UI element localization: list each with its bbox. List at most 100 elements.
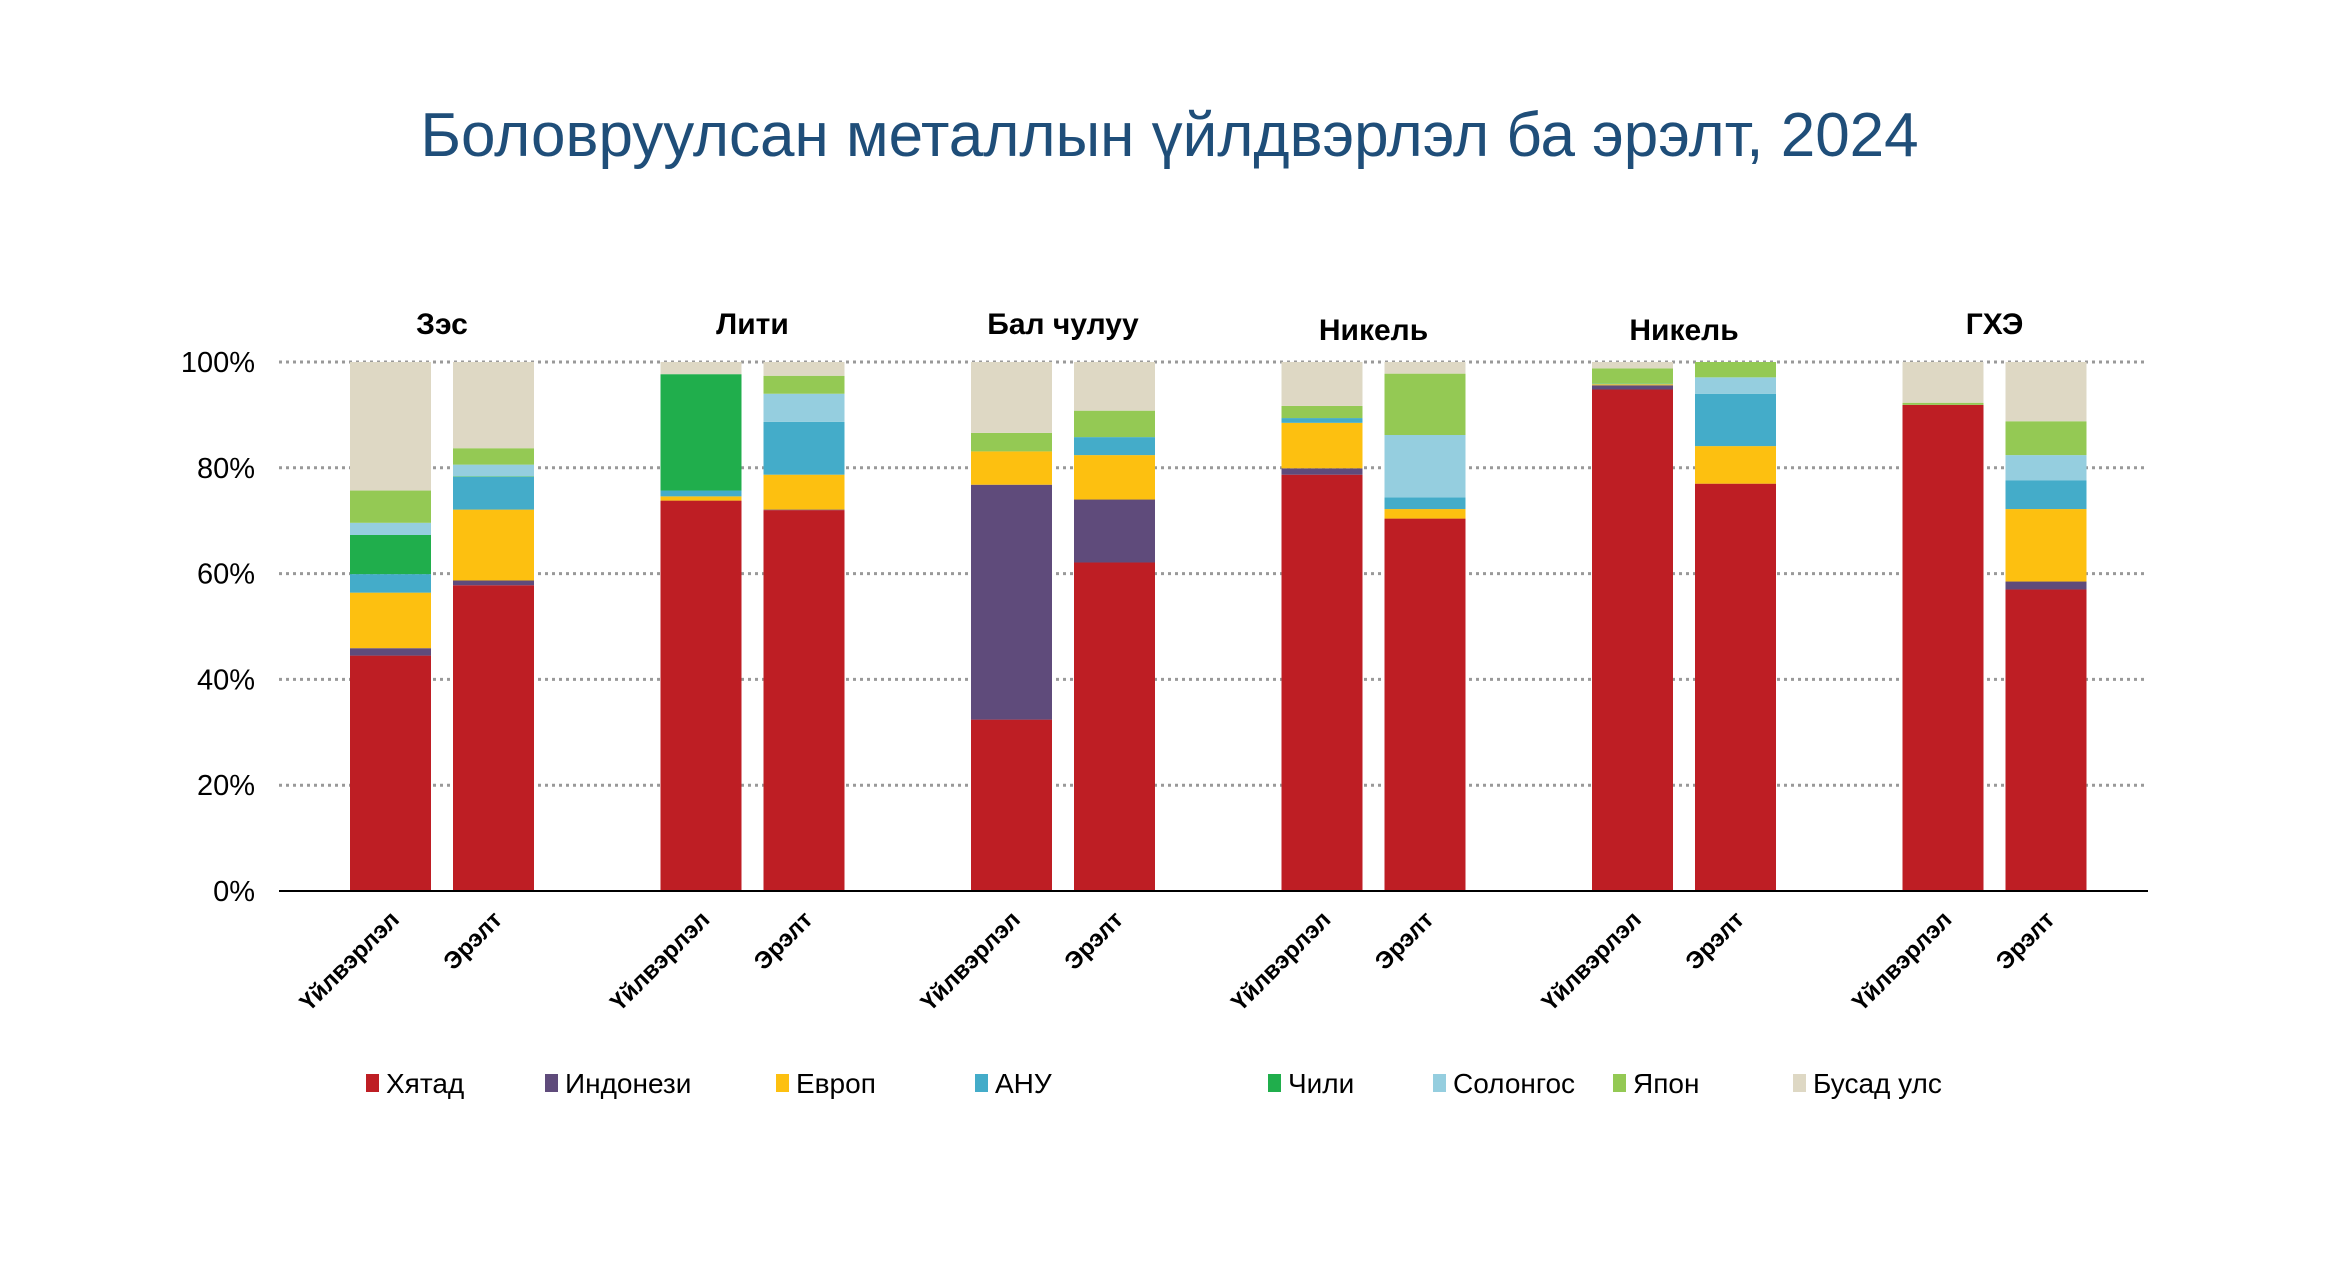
bar-segment (660, 490, 742, 497)
bar-segment (1592, 368, 1673, 384)
group-label: ГХЭ (1966, 308, 2024, 341)
bar-segment (453, 448, 534, 465)
bar-segment (1592, 389, 1673, 891)
bar-segment (1902, 404, 1984, 891)
y-tick-label: 20% (197, 770, 255, 802)
bar-segment (1592, 385, 1673, 390)
bar-segment (1384, 518, 1466, 891)
bar-segment (453, 585, 534, 891)
group-label: Никель (1629, 314, 1738, 347)
legend-swatch (366, 1074, 379, 1092)
bar-segment (453, 509, 534, 581)
bar-segment (1902, 402, 1984, 405)
x-tick-label: Эрэлт (438, 906, 508, 976)
legend-label: Чили (1288, 1068, 1354, 1099)
legend-swatch (1793, 1074, 1806, 1092)
bar-segment (1074, 437, 1155, 456)
legend-label: Солонгос (1453, 1068, 1575, 1099)
legend-label: Европ (796, 1068, 876, 1099)
bar-segment (453, 476, 534, 510)
bar-segment (763, 375, 845, 394)
bar-segment (763, 362, 845, 376)
x-tick-label: Үйлвэрлэл (1537, 906, 1647, 1016)
bar-segment (1281, 418, 1363, 423)
bar-segment (1592, 362, 1673, 369)
bar-segment (1281, 474, 1363, 891)
bar-segment (660, 362, 742, 375)
bar-segment (2005, 455, 2087, 481)
bar-segment (971, 484, 1052, 720)
bar-segment (1695, 483, 1776, 891)
group-label: Лити (716, 308, 789, 341)
x-tick-label: Үйлвэрлэл (1847, 906, 1957, 1016)
x-tick-label: Эрэлт (1370, 906, 1440, 976)
bar-segment (971, 451, 1052, 485)
x-tick-label: Эрэлт (749, 906, 819, 976)
bar-segment (2005, 480, 2087, 510)
bar-segment (350, 490, 431, 523)
bar-segment (2005, 509, 2087, 582)
bar-segment (453, 580, 534, 586)
bar-segment (971, 432, 1052, 452)
bar-segment (971, 719, 1052, 891)
bar-segment (1074, 362, 1155, 411)
bar-segment (350, 362, 431, 491)
bar-segment (660, 500, 742, 891)
bar-segment (1281, 405, 1363, 419)
bar-segment (1281, 468, 1363, 475)
y-tick-label: 80% (197, 453, 255, 485)
bar-segment (453, 362, 534, 449)
bar-segment (763, 510, 845, 891)
bar-segment (453, 476, 534, 477)
bar-segment (1384, 509, 1466, 519)
y-tick-label: 0% (213, 876, 255, 908)
bar-segment (350, 592, 431, 649)
legend-label: АНУ (995, 1068, 1052, 1099)
bar-segment (971, 362, 1052, 433)
legend-label: Индонези (565, 1068, 691, 1099)
x-tick-label: Эрэлт (1059, 906, 1129, 976)
x-tick-label: Үйлвэрлэл (605, 906, 715, 1016)
bar-segment (2005, 421, 2087, 456)
bar-segment (1384, 497, 1466, 510)
bar-segment (763, 421, 845, 475)
bar-segment (1695, 446, 1776, 484)
bar-segment (1695, 362, 1776, 378)
group-label: Никель (1319, 314, 1428, 347)
x-tick-label: Эрэлт (1680, 906, 1750, 976)
legend-label: Хятад (386, 1068, 464, 1099)
y-tick-label: 40% (197, 664, 255, 696)
bar-segment (350, 574, 431, 593)
bar-segment (1281, 422, 1363, 469)
bar-segment (1592, 383, 1673, 385)
x-tick-label: Үйлвэрлэл (1226, 906, 1336, 1016)
bar-segment (1592, 384, 1673, 386)
bar-segment (1695, 377, 1776, 394)
bar-segment (1074, 455, 1155, 500)
legend-swatch (545, 1074, 558, 1092)
bar-segment (453, 464, 534, 477)
legend-label: Япон (1633, 1068, 1699, 1099)
bar-segment (1281, 362, 1363, 406)
legend-label: Бусад улс (1813, 1068, 1942, 1099)
group-label: Зэс (416, 308, 468, 341)
bar-segment (2005, 581, 2087, 590)
bar-segment (2005, 589, 2087, 891)
group-label: Бал чулуу (987, 308, 1139, 341)
bar-segment (350, 648, 431, 656)
bar-segment (763, 474, 845, 510)
chart-title: Боловруулсан металлын үйлдвэрлэл ба эрэл… (420, 101, 1919, 170)
y-tick-label: 100% (181, 347, 255, 379)
bar-segment (1074, 499, 1155, 563)
x-tick-label: Үйлвэрлэл (295, 906, 405, 1016)
bar-segment (763, 393, 845, 422)
bar-segment (660, 496, 742, 501)
x-tick-label: Үйлвэрлэл (916, 906, 1026, 1016)
bar-segment (763, 509, 845, 511)
bar-segment (2005, 362, 2087, 422)
legend-swatch (776, 1074, 789, 1092)
bar-segment (350, 534, 431, 575)
x-tick-label: Эрэлт (1991, 906, 2061, 976)
bar-segment (1074, 562, 1155, 891)
